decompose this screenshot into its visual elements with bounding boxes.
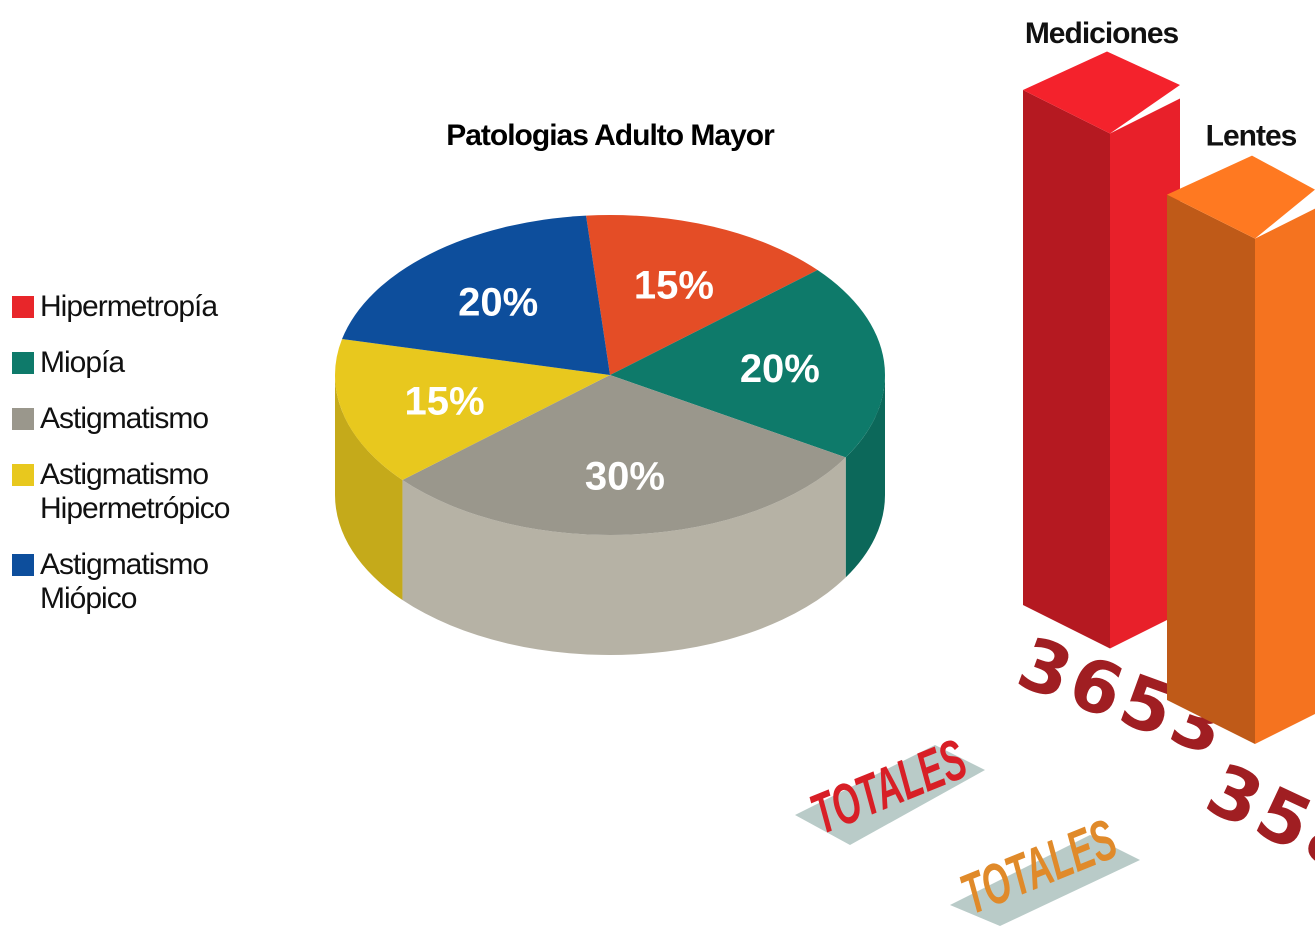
bar-top [1167,155,1315,239]
legend-label: Astigmatismo Miópico [40,548,209,615]
total-value: 3585 [1195,747,1315,915]
legend-item: Miopía [12,346,312,380]
bar-left-face [1023,90,1110,649]
bar-top [1023,51,1180,134]
bar-label: Lentes [1206,120,1297,153]
bar-right-face [1255,208,1315,744]
legend-swatch [12,464,34,486]
legend-item: Hipermetropía [12,290,312,324]
total-plate [795,745,985,845]
legend-swatch [12,296,34,318]
data-label: 20% [740,347,820,391]
legend-label: Astigmatismo Hipermetrópico [40,458,230,525]
pie-side [845,375,885,578]
legend-item: Astigmatismo Hipermetrópico [12,458,312,526]
legend-swatch [12,554,34,576]
legend-label: Hipermetropía [40,290,218,323]
pie-slice [586,215,818,375]
data-label: 15% [405,380,485,424]
legend-item: Astigmatismo Miópico [12,548,312,616]
total-label: TOTALES [802,728,975,848]
pie-side [402,457,846,655]
pie-slice [610,270,885,458]
pie-slice [342,215,610,375]
total-plate [950,835,1140,926]
pie-slice [335,339,610,480]
bar-left-face [1167,194,1255,744]
data-label: 15% [634,264,714,308]
legend-label: Astigmatismo [40,402,209,435]
legend-item: Astigmatismo [12,402,312,436]
legend: Hipermetropía Miopía Astigmatismo Astigmati… [12,290,312,638]
pie-side [335,375,403,600]
data-label: 30% [585,454,665,498]
legend-label: Miopía [40,346,125,379]
bar-label: Mediciones [1025,17,1179,50]
chart-title: Patologias Adulto Mayor [446,119,775,152]
data-label: 20% [458,281,538,325]
bar-right-face [1110,98,1180,649]
total-label: TOTALES [952,808,1125,926]
pie-slice [402,375,846,535]
legend-swatch [12,352,34,374]
legend-swatch [12,408,34,430]
